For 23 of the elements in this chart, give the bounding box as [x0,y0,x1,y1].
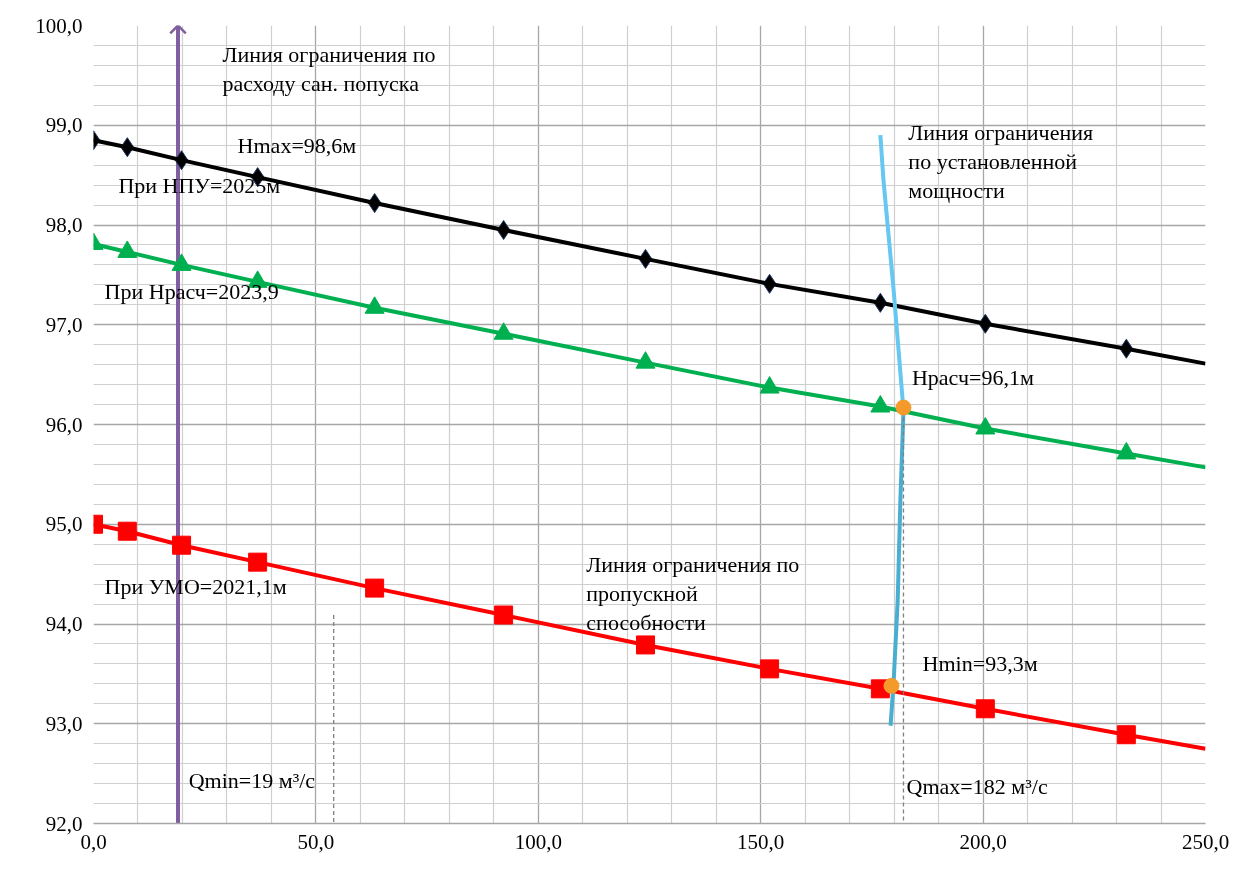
annotation: Линия ограничения по расходу сан. попуска [222,42,436,97]
x-tick-label: 150,0 [737,829,785,854]
annotation: Линия ограничения по установленной мощности [908,120,1094,203]
y-tick-label: 96,0 [45,412,83,437]
annotation: Hmin=93,3м [922,650,1038,676]
y-tick-label: 92,0 [45,811,83,836]
annotation: Hmax=98,6м [237,133,357,159]
x-tick-label: 200,0 [959,829,1007,854]
x-tick-label: 50,0 [297,829,335,854]
y-tick-label: 97,0 [45,312,83,337]
y-tick-label: 98,0 [45,213,83,237]
y-tick-label: 93,0 [45,711,83,736]
annotation: Qmax=182 м³/с [906,773,1048,799]
annotation: Нрасч=96,1м [911,364,1034,390]
y-tick-label: 95,0 [45,512,83,537]
annotation: Qmin=19 м³/с [188,767,316,793]
x-tick-label: 0,0 [80,829,107,854]
y-tick-label: 100,0 [35,13,83,38]
x-tick-label: 100,0 [514,829,562,854]
annotation: Линия ограничения по пропускной способности [586,552,800,635]
y-tick-label: 99,0 [45,113,83,138]
x-tick-label: 250,0 [1181,829,1230,854]
y-tick-label: 94,0 [45,612,83,636]
